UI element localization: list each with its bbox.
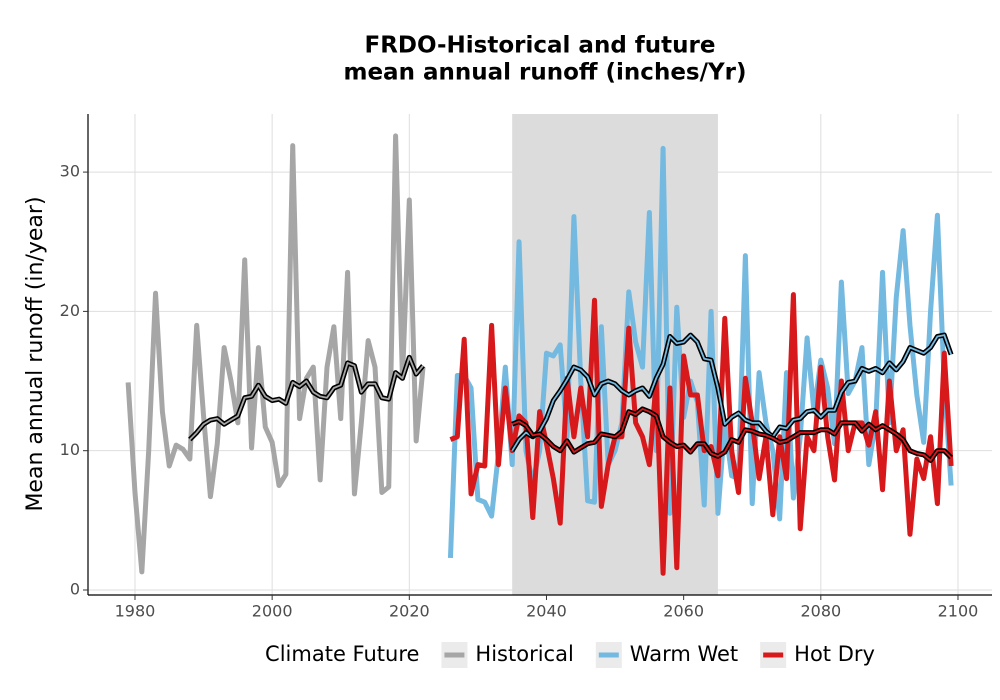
chart-title: FRDO-Historical and future — [365, 33, 716, 59]
x-tick-label: 2060 — [663, 602, 704, 621]
trend-line — [511, 408, 952, 462]
legend-label: Hot Dry — [794, 642, 875, 666]
x-tick-label: 2080 — [800, 602, 841, 621]
y-tick-label: 0 — [70, 579, 80, 598]
x-tick-label: 2040 — [526, 602, 567, 621]
series-line — [449, 292, 954, 576]
legend-entry: Warm Wet — [595, 642, 738, 668]
legend-entry: Hot Dry — [760, 642, 875, 668]
legend-entry: Historical — [441, 642, 574, 668]
y-tick-label: 30 — [60, 162, 80, 181]
x-tick-label: 2000 — [252, 602, 293, 621]
x-tick-label: 1980 — [115, 602, 156, 621]
x-tick-label: 2100 — [938, 602, 979, 621]
legend-title: Climate Future — [265, 642, 419, 666]
y-tick-label: 10 — [60, 440, 80, 459]
trend-line — [189, 356, 424, 441]
legend-label: Historical — [475, 642, 573, 666]
x-tick-label: 2020 — [389, 602, 430, 621]
plot-area: 1980 2000 2020 2040 2060 2080 2100 0 10 20 30 — [60, 114, 992, 621]
y-tick-label: 20 — [60, 301, 80, 320]
legend-label: Warm Wet — [630, 642, 738, 666]
series-line — [125, 133, 426, 575]
y-axis-label: Mean annual runoff (in/year) — [23, 196, 48, 511]
trend-line — [511, 334, 952, 452]
legend: Climate Future Historical Warm Wet Hot Dry — [265, 642, 875, 668]
shaded-period — [512, 114, 718, 595]
chart-title: mean annual runoff (inches/Yr) — [343, 60, 746, 86]
